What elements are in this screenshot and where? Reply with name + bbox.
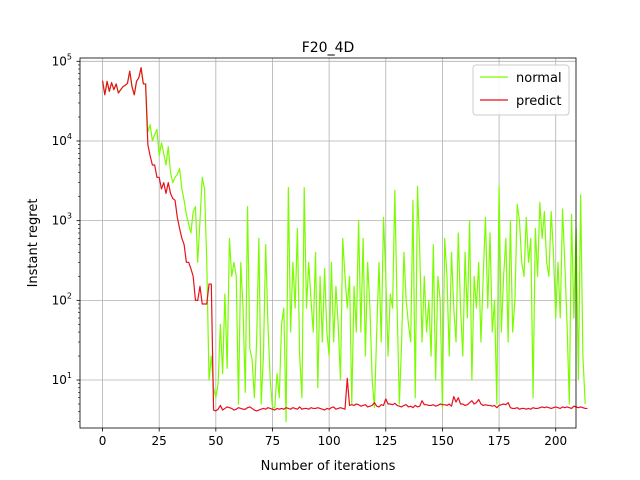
x-axis-ticks: 0 25 50 75 100 125 150 175 200 xyxy=(99,428,567,448)
y-tick-label: 101 xyxy=(52,371,72,387)
x-tick-label: 0 xyxy=(99,434,107,448)
series-line-normal xyxy=(101,67,586,423)
plot-frame xyxy=(79,57,577,429)
grid xyxy=(80,58,576,428)
legend-label-predict: predict xyxy=(516,94,561,109)
y-tick-label: 102 xyxy=(52,291,72,307)
y-tick-label: 103 xyxy=(52,212,72,228)
y-tick-label: 105 xyxy=(52,52,72,68)
x-tick-label: 125 xyxy=(374,434,397,448)
legend-label-normal: normal xyxy=(516,71,562,86)
y-axis-ticks: 101 102 103 104 105 xyxy=(52,52,80,422)
x-axis-label: Number of iterations xyxy=(261,459,396,474)
x-tick-label: 25 xyxy=(152,434,167,448)
series-layer xyxy=(101,67,588,423)
series-line-predict xyxy=(101,67,588,412)
x-tick-label: 100 xyxy=(318,434,341,448)
legend: normal predict xyxy=(472,64,570,116)
chart-title: F20_4D xyxy=(302,40,355,56)
y-tick-label: 104 xyxy=(52,132,72,148)
y-axis-label: Instant regret xyxy=(26,199,41,288)
x-tick-label: 150 xyxy=(431,434,454,448)
x-tick-label: 175 xyxy=(488,434,511,448)
x-tick-label: 75 xyxy=(265,434,280,448)
x-tick-label: 200 xyxy=(544,434,567,448)
x-tick-label: 50 xyxy=(208,434,223,448)
